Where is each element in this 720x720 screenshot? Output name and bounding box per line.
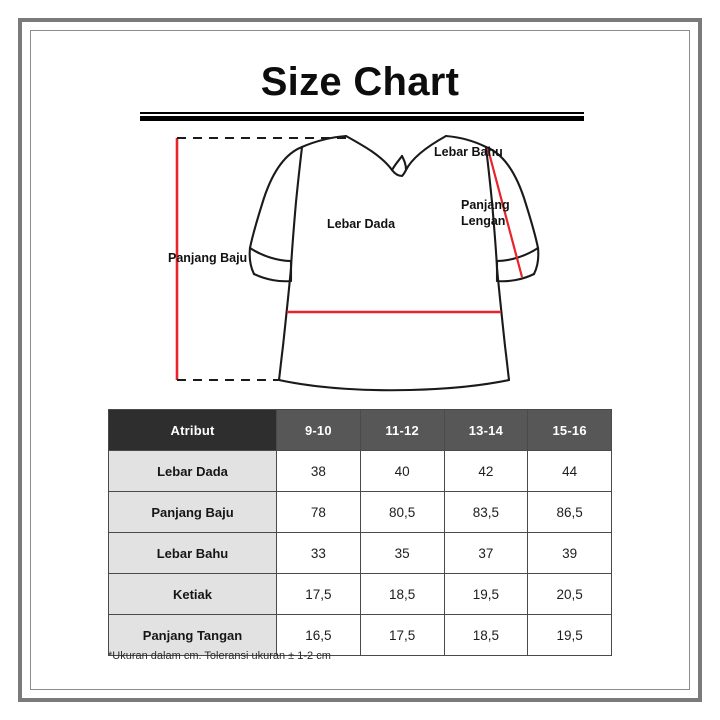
column-header-size-13-14: 13-14 <box>443 409 529 451</box>
panjang-lengan-measure-line <box>486 148 524 278</box>
title-divider <box>140 112 584 121</box>
left-cuff-side <box>248 246 256 276</box>
size-table-wrapper: Atribut 9-10 11-12 13-14 15-16 Lebar Dad… <box>108 409 612 656</box>
right-cuff-side <box>532 246 540 276</box>
cell-panjang-baju-9-10: 78 <box>276 491 361 533</box>
cell-lebar-bahu-11-12: 35 <box>359 532 445 574</box>
label-lebar-bahu: Lebar Bahu <box>434 145 503 159</box>
hem-line <box>277 378 511 392</box>
size-table: Atribut 9-10 11-12 13-14 15-16 Lebar Dad… <box>108 409 612 656</box>
row-label-panjang-tangan: Panjang Tangan <box>108 614 277 656</box>
divider-thin-rule <box>140 112 584 114</box>
blouse-outline-group <box>248 134 540 392</box>
measurement-footnote: *Ukuran dalam cm. Toleransi ukuran ± 1-2… <box>108 650 331 662</box>
cell-lebar-dada-11-12: 40 <box>359 450 445 492</box>
column-header-size-15-16: 15-16 <box>527 409 612 451</box>
row-label-lebar-bahu: Lebar Bahu <box>108 532 277 574</box>
table-row: Panjang Tangan 16,5 17,5 18,5 19,5 <box>108 614 612 656</box>
label-panjang-baju: Panjang Baju <box>168 251 248 265</box>
blouse-diagram <box>150 130 580 400</box>
row-label-panjang-baju: Panjang Baju <box>108 491 277 533</box>
outer-border-frame <box>18 18 702 702</box>
cell-panjang-baju-11-12: 80,5 <box>359 491 445 533</box>
label-panjang-lengan-line2: Lengan <box>461 213 506 228</box>
right-shoulder-line <box>444 134 488 149</box>
label-lebar-dada: Lebar Dada <box>327 217 396 231</box>
cell-panjang-tangan-11-12: 17,5 <box>359 614 445 656</box>
row-label-lebar-dada: Lebar Dada <box>108 450 277 492</box>
cell-panjang-tangan-15-16: 19,5 <box>527 614 612 656</box>
cell-ketiak-11-12: 18,5 <box>359 573 445 615</box>
label-panjang-lengan: Panjang Lengan <box>461 198 510 229</box>
size-table-body: Lebar Dada 38 40 42 44 Panjang Baju 78 8… <box>108 450 612 656</box>
cell-lebar-dada-15-16: 44 <box>527 450 612 492</box>
page-title: Size Chart <box>260 60 460 104</box>
right-armhole-seam <box>484 145 499 270</box>
label-panjang-lengan-line1: Panjang <box>461 198 510 212</box>
cell-lebar-bahu-13-14: 37 <box>443 532 529 574</box>
left-shoulder-line <box>300 134 348 149</box>
left-cuff-top <box>248 246 293 263</box>
left-sleeve-outer-seam <box>248 145 304 250</box>
table-row: Panjang Baju 78 80,5 83,5 86,5 <box>108 491 612 533</box>
cell-ketiak-9-10: 17,5 <box>276 573 361 615</box>
cell-ketiak-15-16: 20,5 <box>527 573 612 615</box>
left-armhole-seam <box>289 145 304 270</box>
cell-ketiak-13-14: 19,5 <box>443 573 529 615</box>
table-row: Ketiak 17,5 18,5 19,5 20,5 <box>108 573 612 615</box>
row-label-ketiak: Ketiak <box>108 573 277 615</box>
cell-panjang-tangan-9-10: 16,5 <box>276 614 361 656</box>
cell-panjang-baju-15-16: 86,5 <box>527 491 612 533</box>
right-side-seam <box>495 266 511 382</box>
neckline-left <box>344 134 404 172</box>
cell-lebar-dada-9-10: 38 <box>276 450 361 492</box>
right-cuff-bottom <box>495 272 536 283</box>
neck-notch <box>390 168 408 178</box>
table-row: Lebar Dada 38 40 42 44 <box>108 450 612 492</box>
table-row: Lebar Bahu 33 35 37 39 <box>108 532 612 574</box>
left-side-seam <box>277 266 293 382</box>
cell-panjang-tangan-13-14: 18,5 <box>443 614 529 656</box>
column-header-size-9-10: 9-10 <box>276 409 361 451</box>
table-header-row: Atribut 9-10 11-12 13-14 15-16 <box>108 409 612 451</box>
divider-thick-rule <box>140 116 584 121</box>
size-table-head: Atribut 9-10 11-12 13-14 15-16 <box>108 409 612 451</box>
cell-panjang-baju-13-14: 83,5 <box>443 491 529 533</box>
left-cuff-bottom <box>252 272 293 283</box>
cell-lebar-bahu-9-10: 33 <box>276 532 361 574</box>
column-header-atribut: Atribut <box>108 409 277 451</box>
column-header-size-11-12: 11-12 <box>359 409 445 451</box>
right-sleeve-outer-seam <box>484 145 540 250</box>
cell-lebar-dada-13-14: 42 <box>443 450 529 492</box>
cell-lebar-bahu-15-16: 39 <box>527 532 612 574</box>
inner-border-frame <box>30 30 690 690</box>
